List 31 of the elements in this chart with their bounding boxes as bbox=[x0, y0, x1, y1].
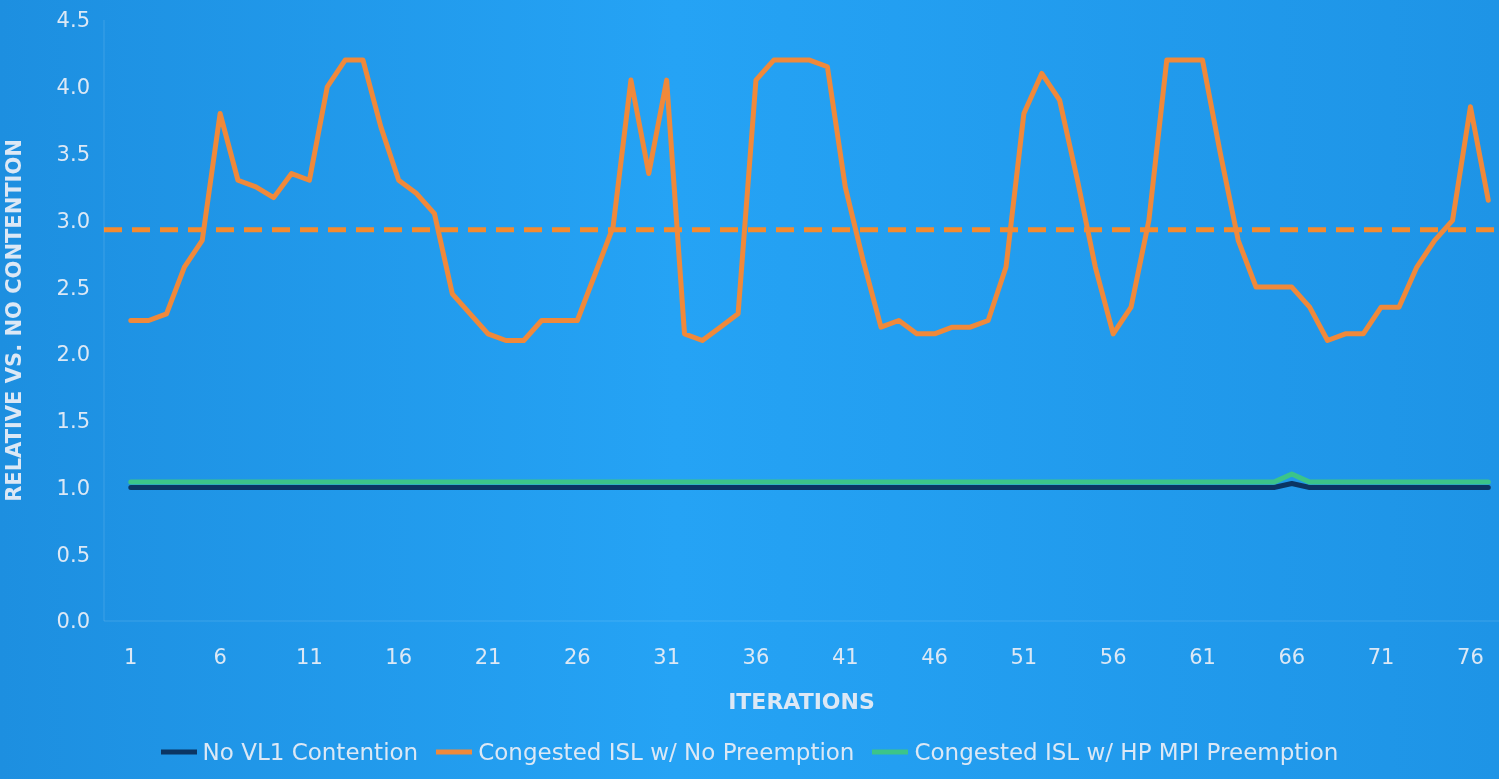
y-tick-label: 0.0 bbox=[56, 609, 90, 634]
x-tick-label: 1 bbox=[124, 644, 138, 669]
x-tick-label: 6 bbox=[213, 644, 227, 669]
x-axis-title: ITERATIONS bbox=[728, 689, 875, 714]
x-tick-label: 21 bbox=[474, 644, 502, 669]
x-tick-label: 51 bbox=[1010, 644, 1038, 669]
x-tick-label: 76 bbox=[1457, 644, 1484, 669]
y-tick-label: 1.5 bbox=[56, 409, 90, 434]
x-tick-label: 31 bbox=[653, 644, 681, 669]
y-tick-label: 3.0 bbox=[56, 208, 90, 233]
y-tick-label: 0.5 bbox=[56, 542, 90, 567]
x-tick-label: 41 bbox=[831, 644, 859, 669]
y-tick-label: 2.0 bbox=[56, 342, 90, 367]
x-tick-label: 16 bbox=[385, 644, 413, 669]
x-tick-label: 71 bbox=[1367, 644, 1395, 669]
y-tick-label: 2.5 bbox=[56, 275, 90, 300]
y-tick-label: 4.5 bbox=[56, 8, 90, 33]
x-tick-label: 11 bbox=[296, 644, 323, 669]
legend-label: Congested ISL w/ No Preemption bbox=[478, 739, 855, 765]
x-tick-label: 26 bbox=[563, 644, 591, 669]
y-axis-title: RELATIVE VS. NO CONTENTION bbox=[2, 139, 27, 502]
y-tick-label: 4.0 bbox=[56, 75, 90, 100]
x-tick-label: 36 bbox=[742, 644, 770, 669]
x-tick-label: 61 bbox=[1189, 644, 1216, 669]
x-tick-label: 66 bbox=[1278, 644, 1306, 669]
y-tick-label: 1.0 bbox=[56, 475, 90, 500]
legend-label: No VL1 Contention bbox=[202, 739, 419, 765]
legend-label: Congested ISL w/ HP MPI Preemption bbox=[914, 739, 1339, 765]
y-tick-label: 3.5 bbox=[56, 142, 90, 167]
x-tick-label: 46 bbox=[921, 644, 948, 669]
x-tick-label: 56 bbox=[1099, 644, 1127, 669]
